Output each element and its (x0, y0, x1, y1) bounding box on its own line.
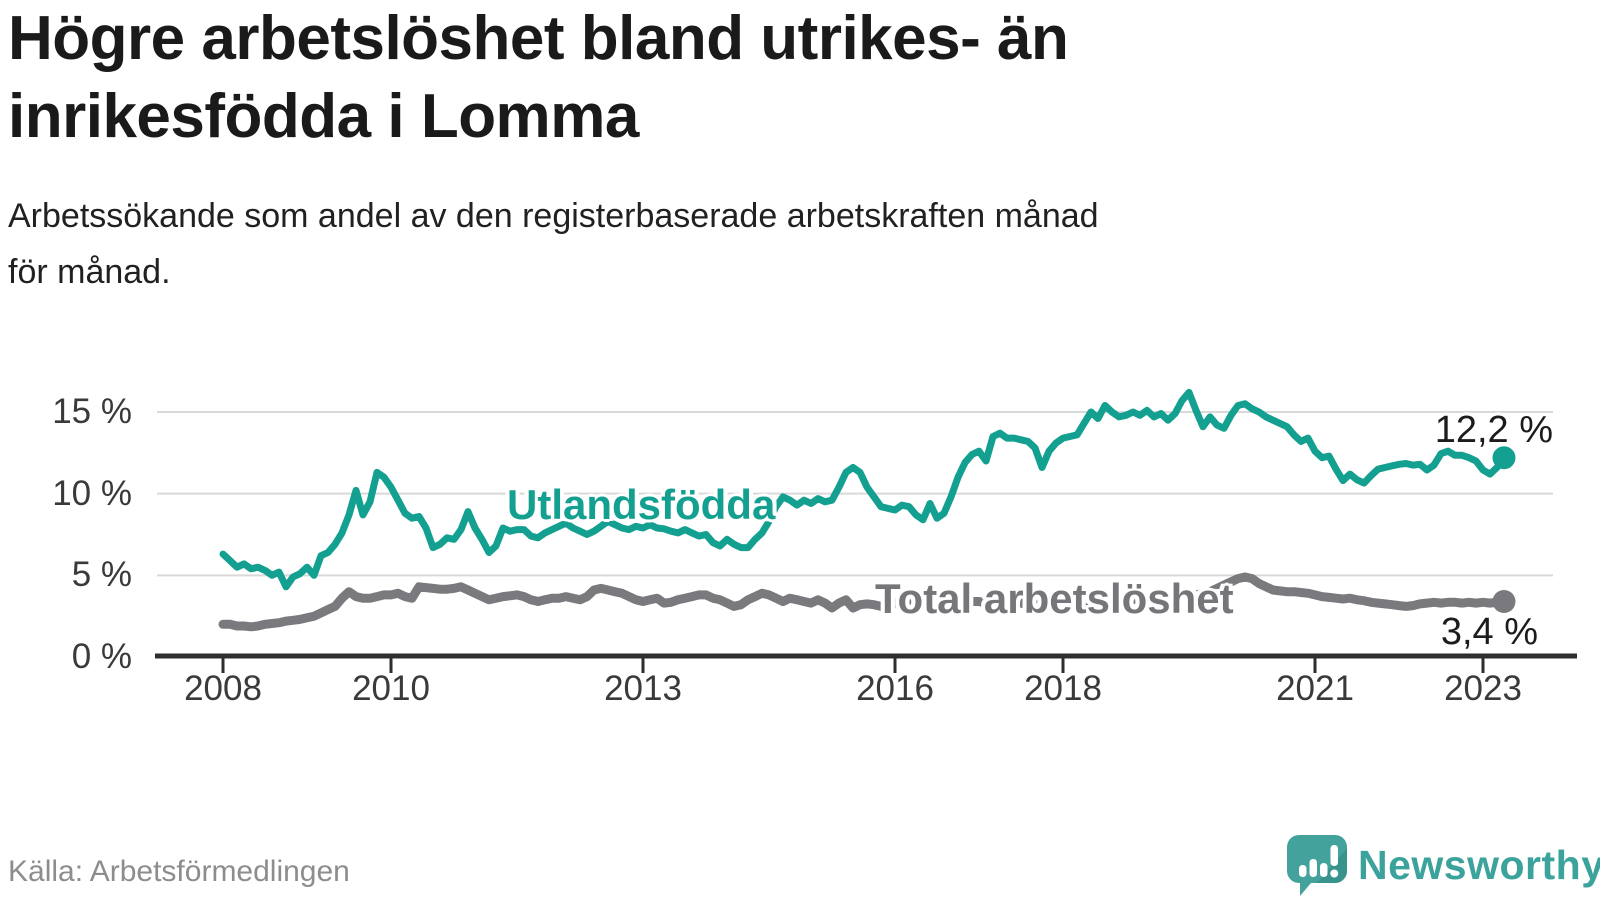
end-value-label-utlandsfodda: 12,2 % (1434, 409, 1553, 451)
y-axis-tick-label: 5 % (71, 555, 132, 595)
subtitle-line-1: Arbetssökande som andel av den registerb… (8, 197, 1099, 235)
x-axis-tick-label: 2018 (1024, 669, 1102, 708)
series-label-utlandsfodda: Utlandsfödda (507, 481, 776, 528)
newsworthy-speech-bubble-icon (1287, 835, 1347, 896)
y-axis-tick-label: 15 % (52, 392, 132, 431)
y-axis-tick-label: 10 % (52, 473, 132, 513)
x-axis-tick-label: 2010 (352, 669, 430, 708)
x-axis-tick-label: 2008 (184, 669, 262, 708)
end-value-label-total: 3,4 % (1440, 611, 1538, 653)
subtitle-line-2: för månad. (8, 253, 171, 291)
title-line-2: inrikesfödda i Lomma (8, 82, 639, 151)
x-axis-tick-label: 2023 (1444, 669, 1522, 708)
newsworthy-logo-text: Newsworthy (1358, 842, 1600, 888)
y-axis-tick-label: 0 % (71, 637, 132, 676)
newsworthy-logo: Newsworthy (1286, 834, 1600, 898)
source-attribution: Källa: Arbetsförmedlingen (8, 855, 350, 888)
title-line-1: Högre arbetslöshet bland utrikes- än (8, 4, 1069, 73)
x-axis-tick-label: 2016 (856, 669, 934, 708)
chart-subtitle: Arbetssökande som andel av den registerb… (8, 188, 1568, 300)
x-axis-tick-label: 2013 (604, 669, 682, 708)
page-title: Högre arbetslöshet bland utrikes- än inr… (8, 0, 1408, 156)
series-label-total-arbetsloshet: Total arbetslöshet (875, 575, 1234, 622)
x-axis-tick-label: 2021 (1276, 669, 1354, 708)
